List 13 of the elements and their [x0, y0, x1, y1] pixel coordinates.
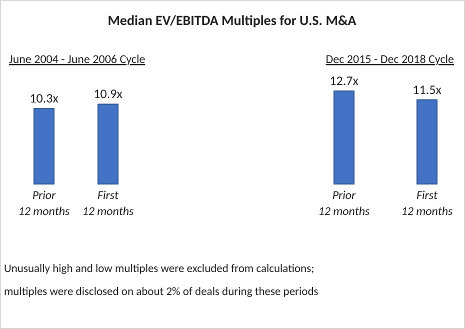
text: Median EV/EBITDA Multiples for U.S. M&A [108, 12, 357, 29]
data-label: 10.3x [30, 92, 59, 107]
data-label: 10.9x [94, 87, 123, 102]
text: multiples were disclosed on about 2% of deals during these periods [4, 285, 319, 299]
data-label: 12.7x [330, 74, 359, 89]
chart-subtitle: Dec 2015 - Dec 2018 Cycle [326, 53, 454, 67]
x-tick-label: Prior 12 months [318, 189, 370, 219]
chart-subtitle: June 2004 - June 2006 Cycle [9, 53, 146, 67]
data-label: 11.5x [412, 82, 442, 98]
x-tick-label: First 12 months [82, 189, 134, 219]
text: Unusually high and low multiples were excluded from calculations; [4, 262, 314, 276]
x-tick-label: Prior 12 months [18, 189, 70, 219]
x-tick-label: First 12 months [401, 189, 454, 219]
